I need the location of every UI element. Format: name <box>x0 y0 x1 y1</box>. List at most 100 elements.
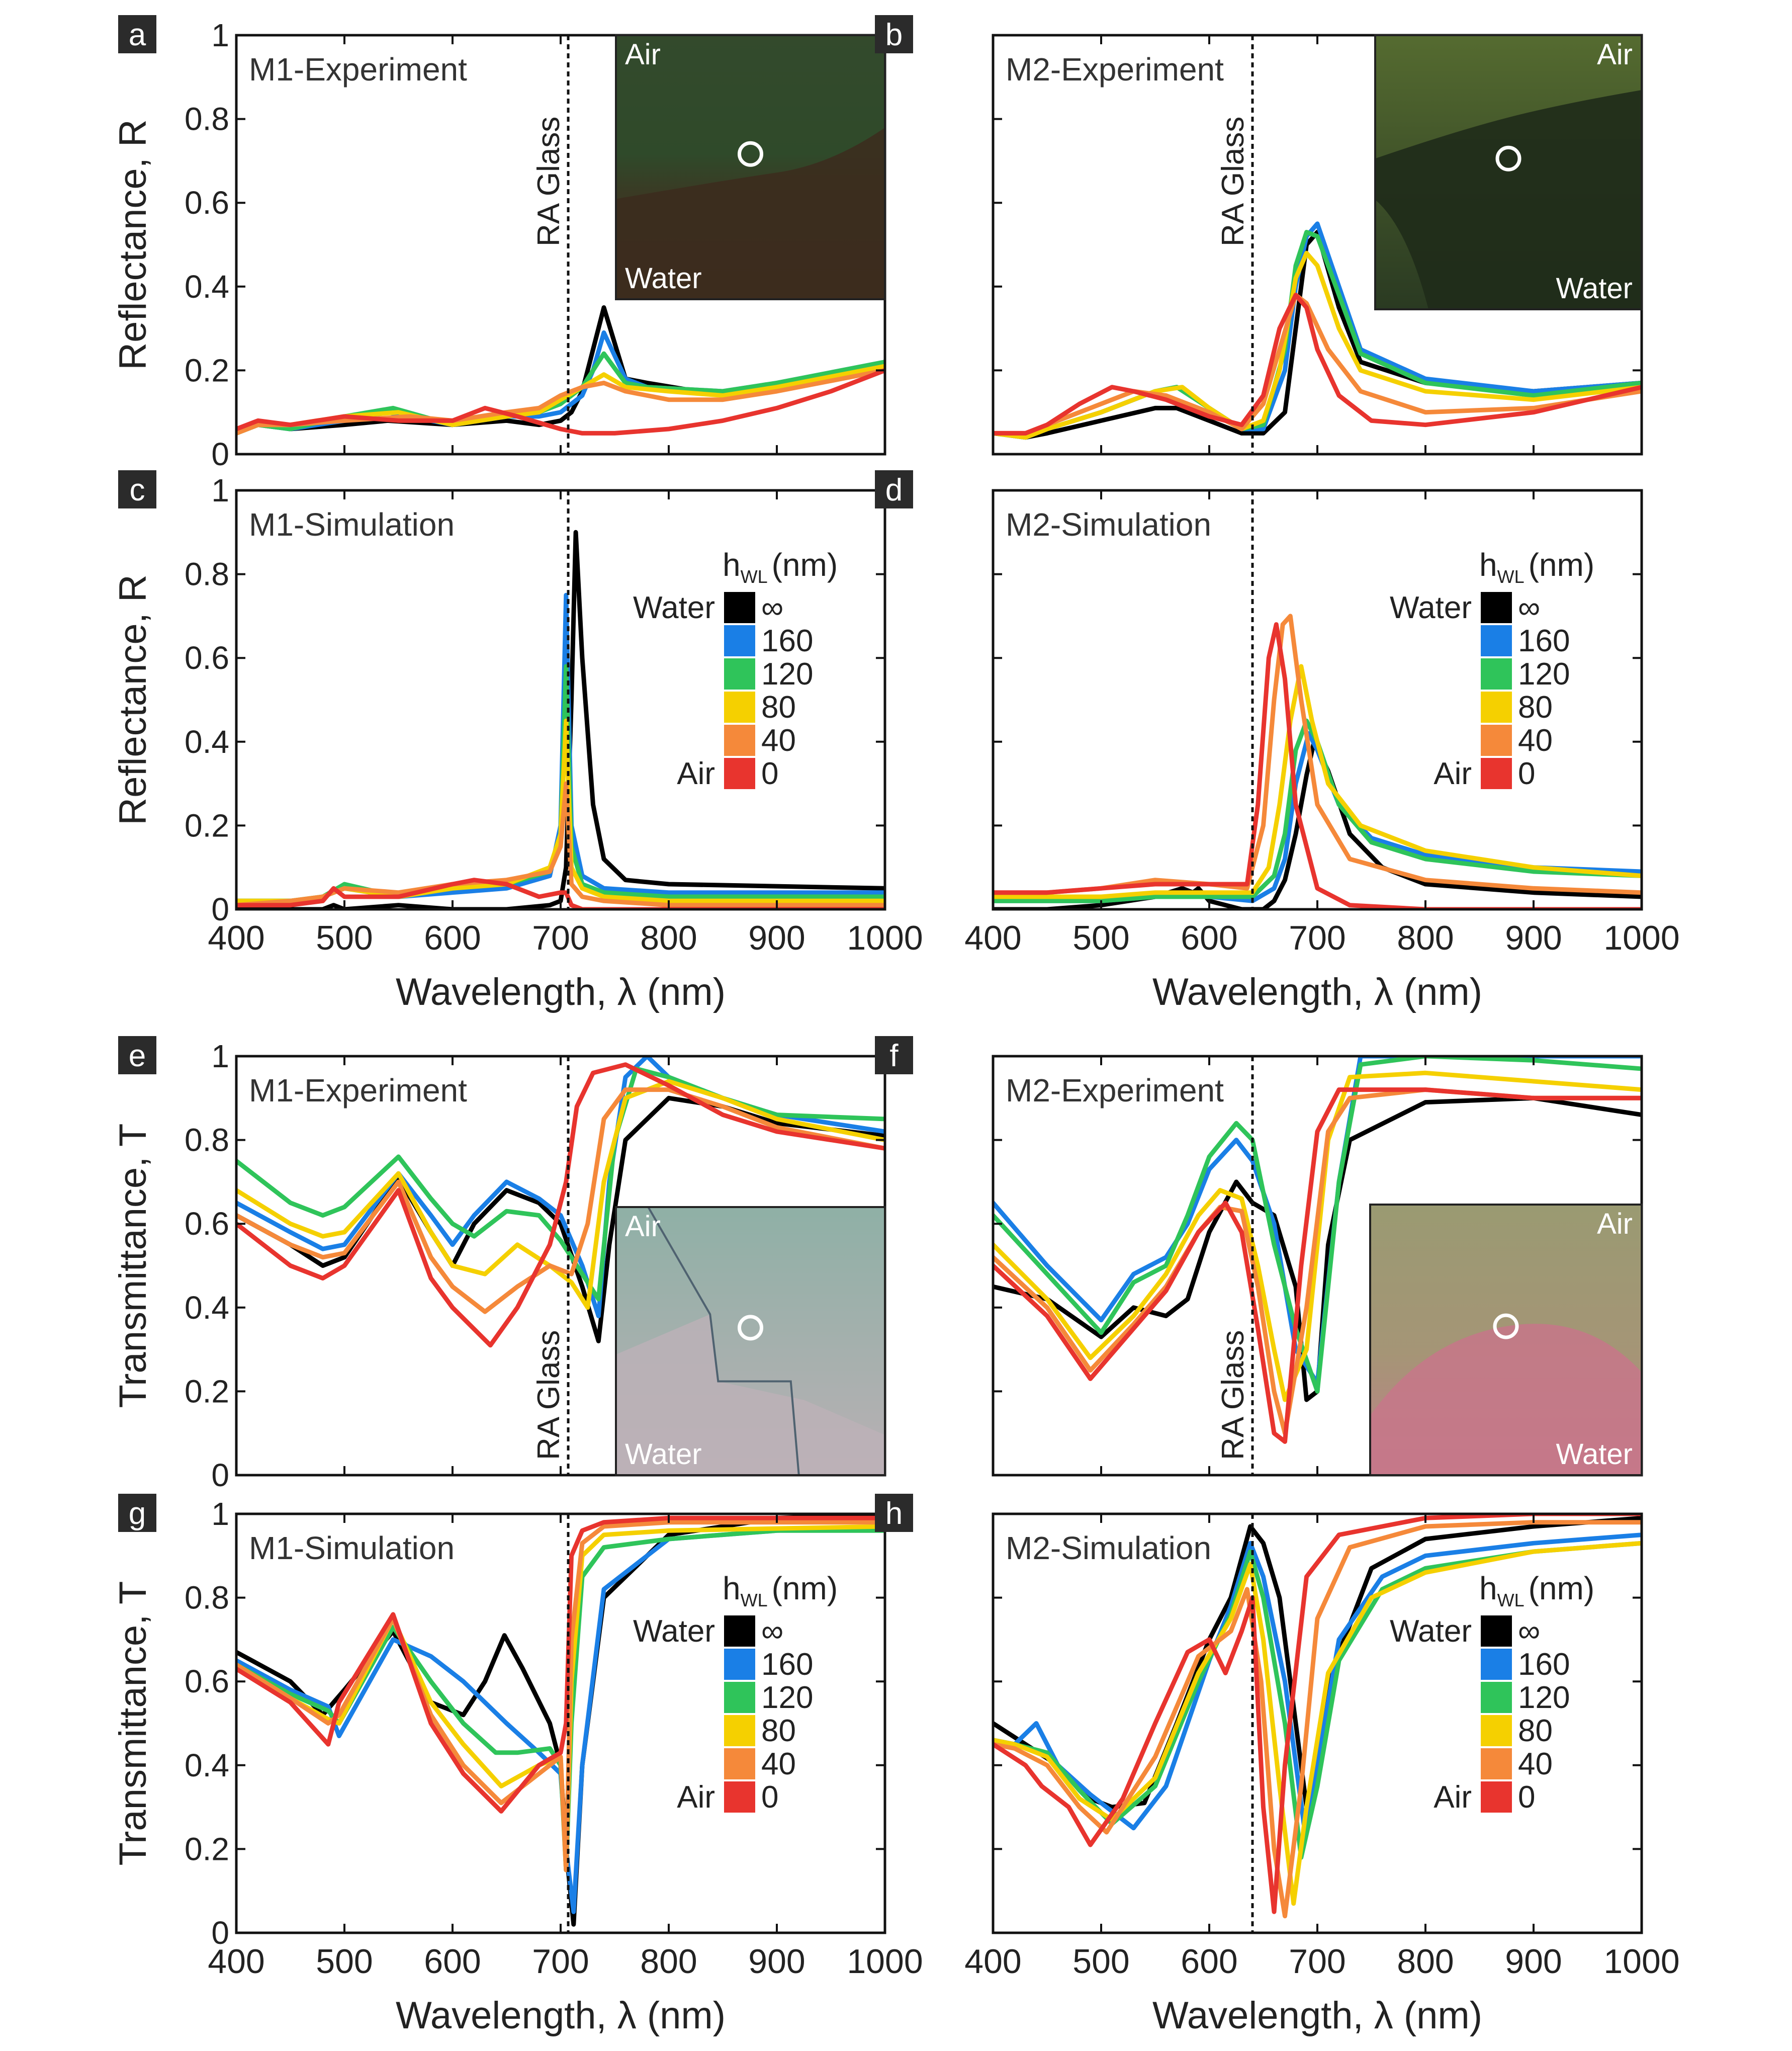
x-tick-label: 500 <box>316 919 373 957</box>
legend-value: 0 <box>761 756 778 791</box>
legend-value: ∞ <box>761 590 783 625</box>
y-tick-label: 0.8 <box>185 1122 229 1158</box>
inset-micrograph: Air Water <box>1374 34 1643 310</box>
series-group <box>236 1056 885 1348</box>
x-tick-label: 500 <box>316 1942 373 1981</box>
y-axis-label: Reflectance, R <box>112 119 154 370</box>
inset-water-region <box>616 1314 885 1475</box>
series-line-h160 <box>993 731 1642 903</box>
legend-header: hWL (nm) <box>1479 547 1594 587</box>
series-line-h120 <box>236 1066 885 1302</box>
legend-header: hWL (nm) <box>1479 1570 1594 1610</box>
x-tick-label: 600 <box>424 1942 481 1981</box>
legend-side-label: Air <box>677 756 715 791</box>
legend-swatch <box>724 592 755 623</box>
x-axis-label: Wavelength, λ (nm) <box>1152 1994 1482 2037</box>
panel-letter: f <box>889 1039 899 1073</box>
measurement-spot-icon <box>738 1315 763 1341</box>
legend-value: 0 <box>761 1780 778 1815</box>
y-tick-label: 0.8 <box>185 1580 229 1616</box>
legend-swatch <box>724 625 755 656</box>
x-tick-label: 400 <box>208 1942 264 1981</box>
legend-swatch <box>1481 592 1512 623</box>
x-tick-label: 900 <box>748 919 805 957</box>
inset-border <box>1369 1204 1643 1476</box>
series-group <box>236 1514 885 1927</box>
series-line-air <box>236 1515 885 1814</box>
series-line-air <box>993 622 1642 909</box>
series-line-air <box>993 1087 1642 1444</box>
inset-micrograph: Air Water <box>1369 1204 1643 1476</box>
measurement-spot-icon <box>1495 145 1521 172</box>
legend-value: 40 <box>1518 723 1553 758</box>
panel-a: RA Glass 0 0.2 0.4 0.6 0.8 1 Reflectance, R M1-E… <box>112 15 886 472</box>
legend-swatch <box>1481 1615 1512 1647</box>
x-tick-label: 700 <box>1289 919 1346 957</box>
y-axis-label: Transmittance, T <box>112 1124 154 1408</box>
panel-letter-box <box>118 15 156 53</box>
ra-glass-label: RA Glass <box>1216 117 1250 246</box>
legend-swatch <box>1481 1781 1512 1813</box>
inset-micrograph: Air Water <box>615 34 886 300</box>
x-tick-label: 1000 <box>847 1942 923 1981</box>
series-line-h80 <box>993 664 1642 899</box>
legend-value: 160 <box>761 624 813 658</box>
legend-swatch <box>1481 1649 1512 1680</box>
panel-letter-box <box>118 1036 156 1074</box>
series-line-h40 <box>993 1087 1642 1436</box>
series-group <box>993 614 1642 909</box>
series-line-h160 <box>236 1524 885 1914</box>
y-tick-label: 0.8 <box>185 101 229 137</box>
x-tick-label: 800 <box>1397 919 1454 957</box>
legend-value: 40 <box>761 1747 796 1781</box>
legend-swatch <box>1481 1682 1512 1713</box>
inset-water-region <box>1375 90 1642 309</box>
legend-swatch <box>1481 625 1512 656</box>
series-line-h80 <box>993 1070 1642 1402</box>
y-tick-label: 1 <box>211 1496 229 1532</box>
inset-water-label: Water <box>1556 1438 1633 1471</box>
inset-border <box>1374 34 1643 310</box>
series-line-air <box>236 1062 885 1348</box>
ra-glass-label: RA Glass <box>531 1330 566 1460</box>
y-tick-label: 0.2 <box>185 1831 229 1867</box>
series-line-air <box>993 293 1642 436</box>
series-line-h120 <box>993 1541 1642 1860</box>
panel-f: RA Glass M2-Experiment f <box>875 1036 1643 1477</box>
panel-letter-box <box>118 470 156 508</box>
inset-air-label: Air <box>1597 38 1633 71</box>
series-group <box>993 1056 1642 1444</box>
y-tick-label: 0.2 <box>185 352 229 388</box>
legend-swatch <box>1481 658 1512 690</box>
series-line-h80 <box>993 250 1642 440</box>
legend-value: 120 <box>1518 657 1570 692</box>
legend-value: ∞ <box>761 1614 783 1649</box>
measurement-spot-icon <box>1493 1313 1519 1339</box>
panel-letter-box <box>875 1494 913 1532</box>
series-line-h120 <box>993 718 1642 903</box>
legend-swatch <box>724 1748 755 1779</box>
legend-value: 120 <box>1518 1680 1570 1715</box>
x-tick-label: 400 <box>964 1942 1021 1981</box>
legend-side-label: Air <box>677 1780 715 1815</box>
legend-value: 0 <box>1518 1780 1535 1815</box>
y-tick-label: 0.6 <box>185 185 229 221</box>
legend-value: 120 <box>761 1680 813 1715</box>
ra-glass-label: RA Glass <box>531 117 566 246</box>
series-line-h80 <box>236 1079 885 1310</box>
y-tick-label: 0.2 <box>185 1373 229 1409</box>
legend-value: 80 <box>1518 1714 1553 1748</box>
x-tick-label: 400 <box>208 919 264 957</box>
legend-value: 160 <box>761 1647 813 1682</box>
series-line-air <box>236 368 885 436</box>
inset-border <box>615 1206 886 1476</box>
y-tick-label: 0 <box>211 1457 229 1493</box>
panel-title: M2-Simulation <box>1006 506 1211 543</box>
legend-header: hWL (nm) <box>723 547 838 587</box>
x-tick-label: 700 <box>532 919 589 957</box>
measurement-spot-icon <box>738 141 763 167</box>
legend-swatch <box>724 692 755 723</box>
inset-micrograph: Air Water <box>615 1206 886 1476</box>
inset-border <box>615 34 886 300</box>
